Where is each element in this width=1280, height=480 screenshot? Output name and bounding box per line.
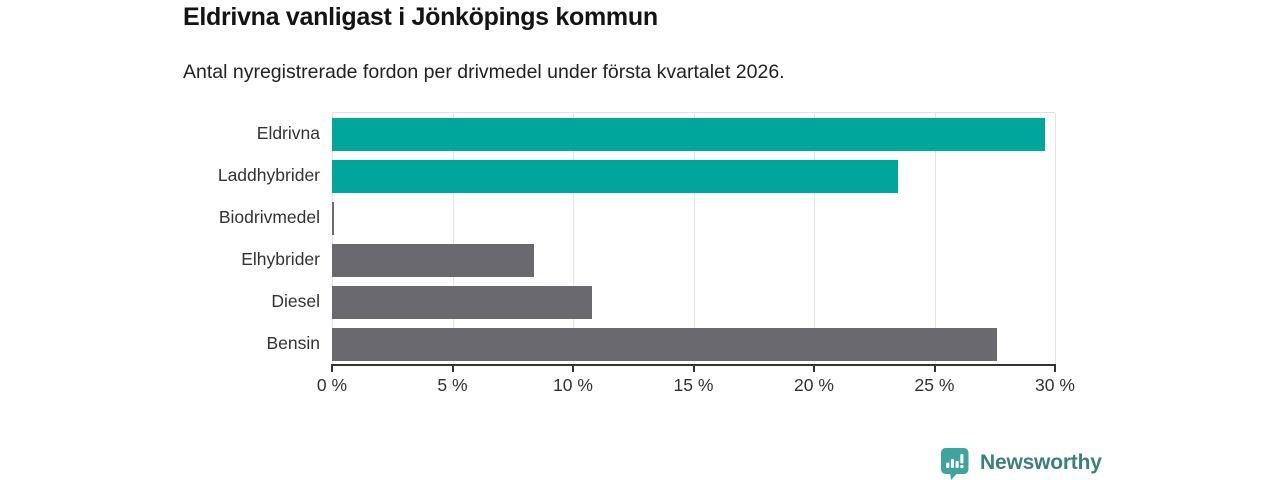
bars bbox=[332, 113, 1055, 365]
axis-tick-20 bbox=[813, 365, 815, 372]
axis-tick-10 bbox=[572, 365, 574, 372]
axis-tick-label-10: 10 % bbox=[553, 375, 593, 395]
category-label-eldrivna: Eldrivna bbox=[256, 122, 320, 143]
category-label-laddhybrider: Laddhybrider bbox=[217, 164, 320, 185]
bar-biodrivmedel bbox=[332, 201, 335, 235]
plot-area bbox=[332, 112, 1056, 365]
logo-bars-glyph bbox=[946, 453, 964, 468]
category-label-elhybrider: Elhybrider bbox=[241, 248, 320, 269]
gridline-15 bbox=[693, 113, 695, 365]
bar-eldrivna bbox=[332, 117, 1046, 151]
bar-diesel bbox=[332, 285, 593, 319]
x-axis bbox=[331, 364, 1056, 373]
axis-tick-0 bbox=[331, 365, 333, 372]
newsworthy-wordmark: Newsworthy bbox=[980, 450, 1102, 474]
gridline-0 bbox=[332, 113, 333, 365]
bar-laddhybrider bbox=[332, 159, 899, 193]
category-label-biodrivmedel: Biodrivmedel bbox=[218, 206, 320, 227]
bar-row bbox=[332, 239, 1055, 281]
axis-tick-label-0: 0 % bbox=[316, 375, 348, 395]
axis-tick-30 bbox=[1054, 365, 1056, 372]
bar-row bbox=[332, 197, 1055, 239]
axis-tick-5 bbox=[451, 365, 454, 372]
newsworthy-logo-icon bbox=[940, 447, 969, 480]
category-labels: Eldrivna Laddhybrider Biodrivmedel Elhybrid… bbox=[0, 112, 320, 364]
axis-tick-label-30: 30 % bbox=[1035, 375, 1075, 395]
axis-tick-label-20: 20 % bbox=[794, 375, 834, 395]
bar-elhybrider bbox=[332, 243, 535, 277]
bar-bensin bbox=[332, 327, 998, 361]
gridline-5 bbox=[452, 113, 454, 365]
bar-row bbox=[332, 323, 1055, 365]
axis-tick-label-25: 25 % bbox=[914, 375, 955, 395]
chart-title: Eldrivna vanligast i Jönköpings kommun bbox=[183, 3, 658, 31]
axis-tick-25 bbox=[933, 365, 936, 372]
gridline-20 bbox=[814, 113, 815, 365]
axis-tick-label-15: 15 % bbox=[673, 375, 714, 395]
gridline-30 bbox=[1055, 113, 1056, 365]
chart-subtitle: Antal nyregistrerade fordon per drivmede… bbox=[183, 61, 785, 83]
gridline-10 bbox=[573, 113, 574, 365]
category-label-bensin: Bensin bbox=[266, 332, 320, 353]
category-label-diesel: Diesel bbox=[271, 290, 320, 311]
gridline-25 bbox=[934, 113, 936, 365]
newsworthy-logo[interactable]: Newsworthy bbox=[938, 446, 1102, 480]
bar-row bbox=[332, 113, 1055, 155]
x-axis-tick-labels: 0 % 5 % 10 % 15 % 20 % 25 % 30 % bbox=[317, 375, 1075, 399]
bar-row bbox=[332, 281, 1055, 323]
axis-tick-15 bbox=[692, 365, 695, 372]
bar-row bbox=[332, 155, 1055, 197]
axis-tick-label-5: 5 % bbox=[437, 375, 468, 395]
